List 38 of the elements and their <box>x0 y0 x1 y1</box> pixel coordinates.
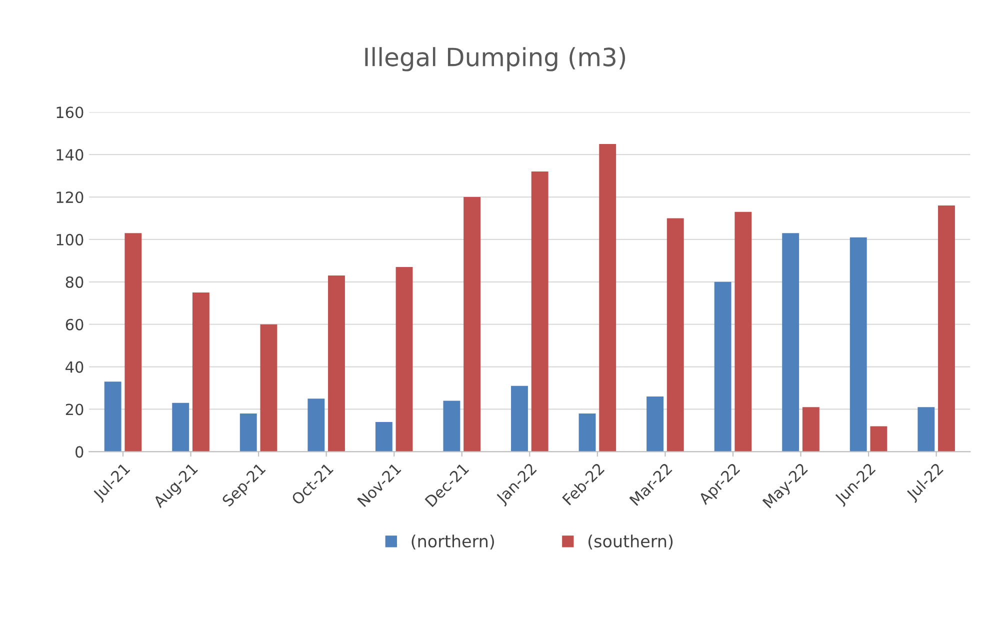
chart-title: Illegal Dumping (m3) <box>365 47 626 72</box>
bar <box>599 144 616 452</box>
y-tick-label: 140 <box>56 149 84 161</box>
bar <box>734 212 752 452</box>
bar <box>666 218 684 452</box>
y-tick-label: 0 <box>76 446 84 458</box>
bar <box>646 396 664 452</box>
bar <box>918 407 935 452</box>
bar <box>124 233 142 452</box>
bar <box>104 382 122 452</box>
bar <box>443 400 460 452</box>
y-tick-label: 20 <box>66 404 84 416</box>
bar <box>578 413 596 452</box>
y-tick-label: 120 <box>56 191 84 204</box>
bar <box>375 422 392 452</box>
legend-label: (northern) <box>412 534 494 550</box>
bar <box>172 402 190 452</box>
bar <box>260 324 278 452</box>
y-tick-label: 160 <box>56 106 84 118</box>
y-tick-label: 40 <box>66 361 84 373</box>
bar <box>870 426 888 452</box>
bar <box>396 267 413 452</box>
bar <box>192 292 210 452</box>
bar <box>782 233 800 452</box>
bar <box>714 282 732 452</box>
y-tick-label: 80 <box>66 276 84 288</box>
bar <box>802 407 820 452</box>
bar <box>531 172 548 452</box>
bar <box>240 413 257 452</box>
bar <box>464 197 481 452</box>
legend-label: (southern) <box>588 534 673 550</box>
y-tick-label: 100 <box>56 234 84 246</box>
bar <box>308 398 325 452</box>
bar <box>511 386 528 452</box>
bar <box>328 276 345 452</box>
bar <box>850 237 867 452</box>
y-tick-label: 60 <box>66 318 84 330</box>
bar <box>938 206 955 452</box>
